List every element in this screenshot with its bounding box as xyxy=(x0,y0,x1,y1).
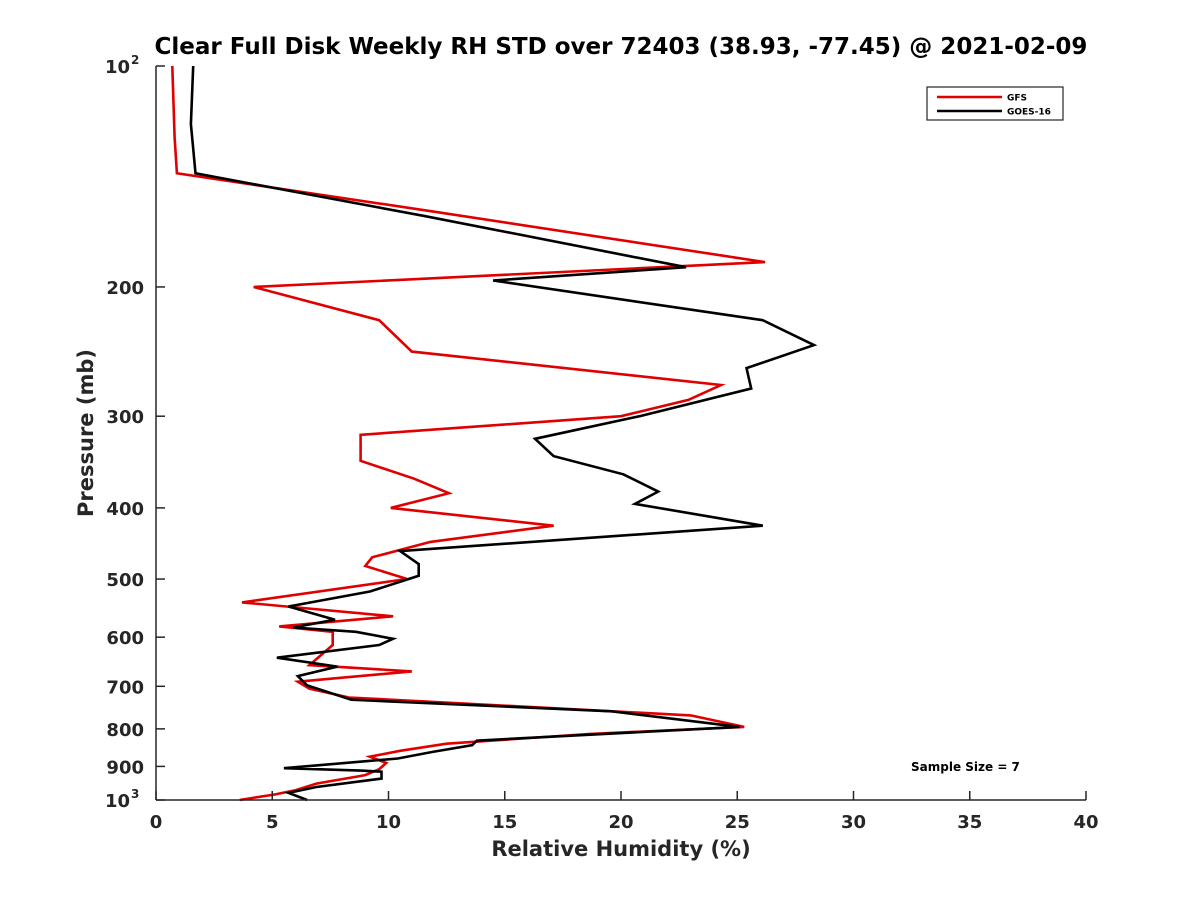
chart-title: Clear Full Disk Weekly RH STD over 72403… xyxy=(155,34,1088,60)
x-tick-label: 30 xyxy=(841,812,866,833)
y-tick-exponent: 3 xyxy=(131,787,139,801)
x-tick-label: 20 xyxy=(608,812,633,833)
x-axis-ticks: 0 5 10 15 20 25 30 35 40 xyxy=(150,791,1099,833)
legend-box xyxy=(926,86,1064,121)
x-tick-label: 25 xyxy=(725,812,750,833)
y-tick-label: 800 xyxy=(106,720,144,741)
y-tick-label: 10 xyxy=(105,57,130,78)
y-tick-label: 400 xyxy=(106,499,144,520)
y-axis-label: Pressure (mb) xyxy=(74,349,98,517)
y-tick-exponent: 2 xyxy=(131,53,139,67)
x-tick-label: 35 xyxy=(957,812,982,833)
y-tick-label: 700 xyxy=(106,677,144,698)
x-tick-label: 15 xyxy=(492,812,517,833)
x-tick-label: 0 xyxy=(150,812,163,833)
x-axis-label: Relative Humidity (%) xyxy=(491,837,750,861)
y-tick-label: 300 xyxy=(106,407,144,428)
series-layer xyxy=(171,65,818,802)
x-tick-label: 40 xyxy=(1073,812,1098,833)
sample-size-annotation: Sample Size = 7 xyxy=(911,760,1020,774)
y-tick-label: 600 xyxy=(106,628,144,649)
legend-label: GOES-16 xyxy=(1007,108,1051,118)
y-tick-label: 500 xyxy=(106,570,144,591)
y-tick-label: 10 xyxy=(105,791,130,812)
x-tick-label: 10 xyxy=(376,812,401,833)
series-line-goes-16 xyxy=(189,65,818,802)
legend: GFS GOES-16 xyxy=(926,86,1064,121)
legend-label: GFS xyxy=(1007,94,1027,104)
y-tick-label: 900 xyxy=(106,757,144,778)
series-line-gfs xyxy=(171,65,766,802)
x-tick-label: 5 xyxy=(266,812,279,833)
y-tick-label: 200 xyxy=(106,278,144,299)
